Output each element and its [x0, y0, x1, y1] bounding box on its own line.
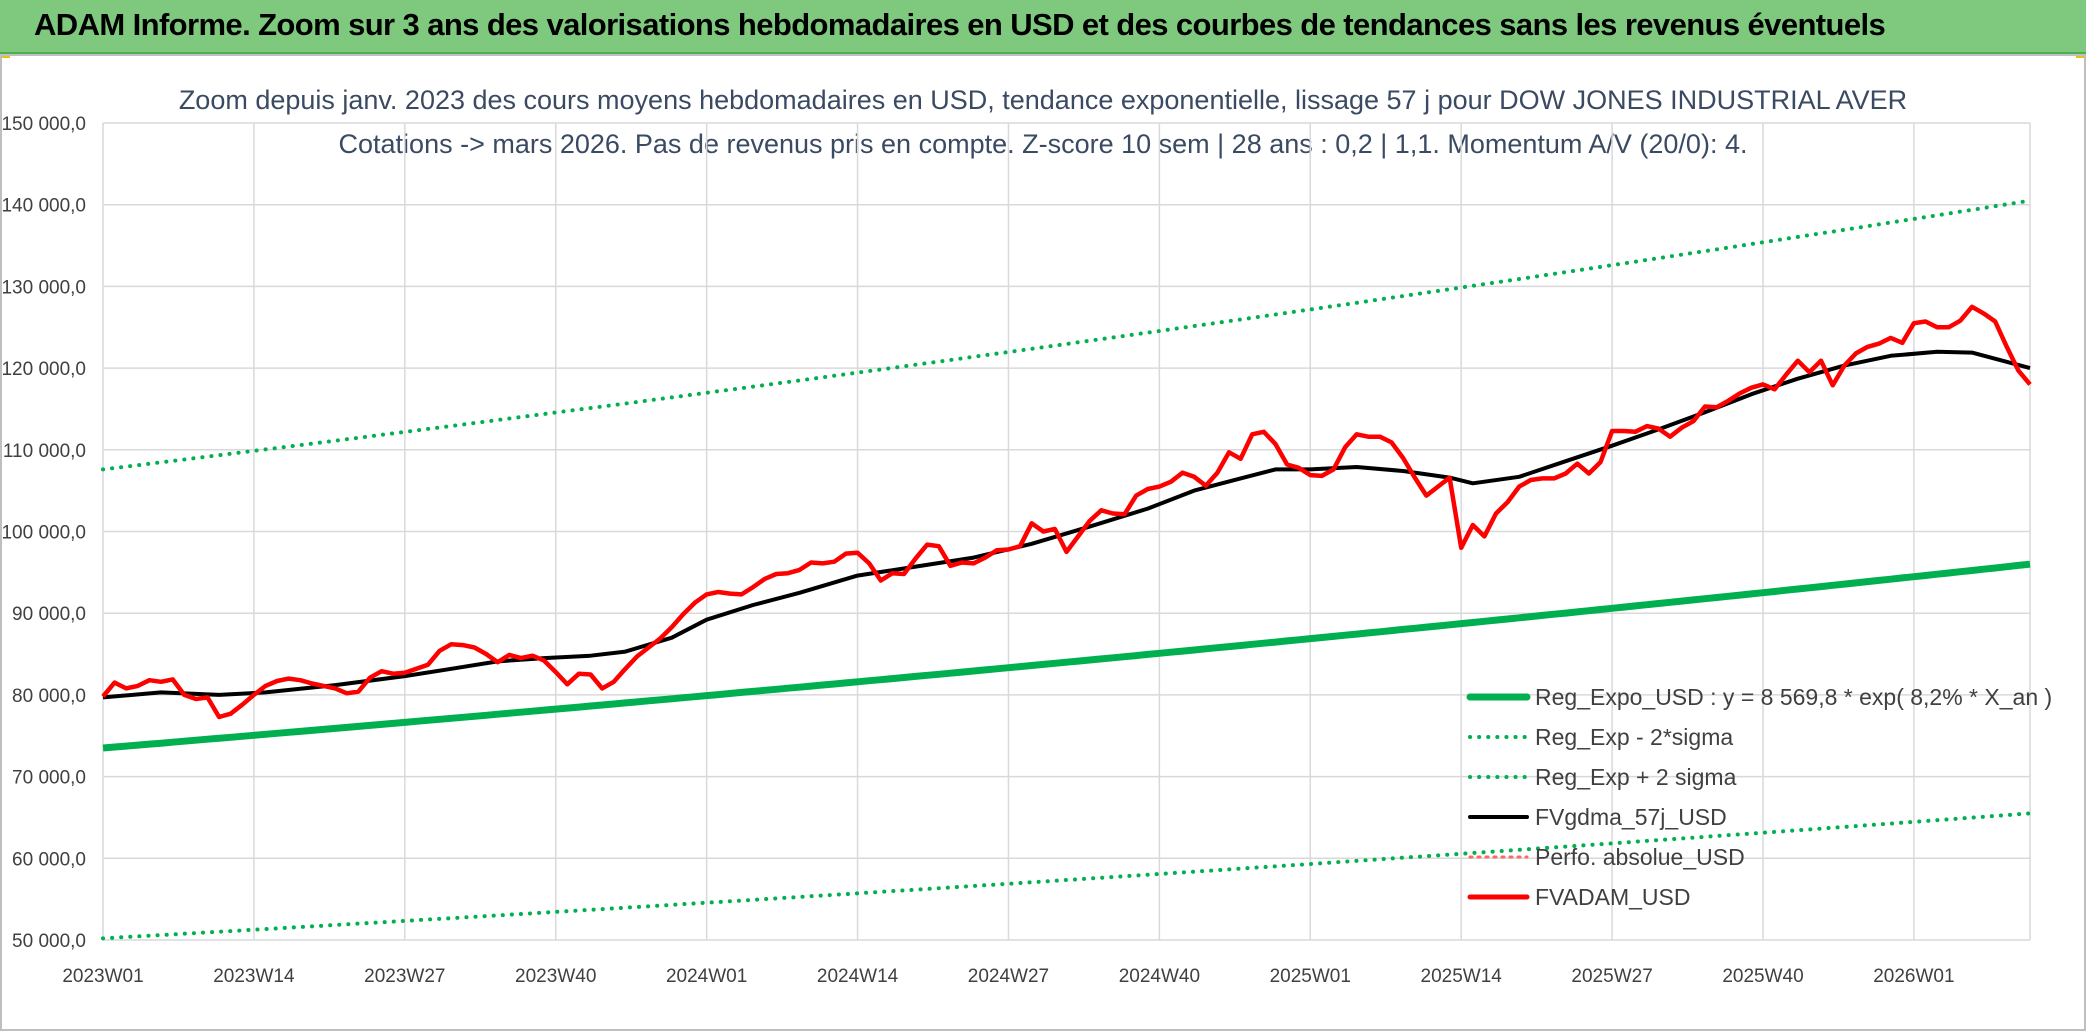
x-tick-label: 2025W14 — [1421, 966, 1503, 987]
y-tick-label: 70 000,0 — [12, 768, 86, 789]
chart-frame — [0, 54, 2086, 1031]
series-line-fvgdma — [102, 349, 2031, 700]
x-tick-label: 2023W40 — [515, 966, 596, 987]
series-line-reg-plus-2sigma — [101, 198, 2032, 472]
y-tick-label: 60 000,0 — [12, 849, 86, 870]
series-layer — [101, 198, 2032, 941]
series-line-reg-expo — [102, 560, 2031, 752]
legend-label: Reg_Expo_USD : y = 8 569,8 * exp( 8,2% *… — [1535, 684, 2052, 710]
x-tick-label: 2023W01 — [62, 966, 143, 987]
chart-legend: Reg_Expo_USD : y = 8 569,8 * exp( 8,2% *… — [1466, 684, 2052, 910]
y-tick-label: 110 000,0 — [3, 441, 86, 462]
y-tick-label: 120 000,0 — [1, 359, 86, 380]
x-axis-ticks: 2023W01 2023W14 2023W27 2023W40 2024W01 2024W… — [62, 966, 1954, 987]
y-axis-ticks: 50 000,0 60 000,0 70 000,0 80 000,0 90 000,0… — [1, 114, 86, 952]
x-tick-label: 2023W27 — [364, 966, 445, 987]
y-tick-label: 50 000,0 — [12, 931, 86, 952]
x-tick-label: 2026W01 — [1873, 966, 1954, 987]
x-tick-label: 2025W40 — [1722, 966, 1803, 987]
banner-corner-left — [0, 54, 10, 58]
chart-title: Zoom depuis janv. 2023 des cours moyens … — [179, 85, 1907, 115]
x-tick-label: 2023W14 — [213, 966, 295, 987]
report-banner: ADAM Informe. Zoom sur 3 ans des valoris… — [0, 0, 2086, 54]
banner-corner-right — [2076, 54, 2086, 58]
y-tick-label: 140 000,0 — [1, 196, 86, 217]
legend-label: Reg_Exp + 2 sigma — [1535, 764, 1737, 790]
chart-subtitle: Cotations -> mars 2026. Pas de revenus p… — [339, 129, 1748, 159]
x-tick-label: 2024W27 — [968, 966, 1049, 987]
series-line-fvadam — [101, 304, 2032, 720]
banner-title: ADAM Informe. Zoom sur 3 ans des valoris… — [34, 7, 1886, 42]
y-tick-label: 80 000,0 — [12, 686, 86, 707]
legend-label: FVADAM_USD — [1535, 884, 1691, 910]
legend-label: Perfo. absolue_USD — [1535, 844, 1745, 870]
y-tick-label: 90 000,0 — [12, 604, 86, 625]
x-tick-label: 2024W14 — [817, 966, 899, 987]
y-tick-label: 100 000,0 — [1, 523, 86, 544]
series-line-reg-minus-2sigma — [101, 811, 2032, 941]
legend-label: Reg_Exp - 2*sigma — [1535, 724, 1733, 750]
x-tick-label: 2024W01 — [666, 966, 747, 987]
x-tick-label: 2025W27 — [1571, 966, 1652, 987]
x-tick-label: 2025W01 — [1270, 966, 1351, 987]
legend-label: FVgdma_57j_USD — [1535, 804, 1727, 830]
y-tick-label: 150 000,0 — [1, 114, 86, 135]
x-tick-label: 2024W40 — [1119, 966, 1200, 987]
y-tick-label: 130 000,0 — [1, 277, 86, 298]
